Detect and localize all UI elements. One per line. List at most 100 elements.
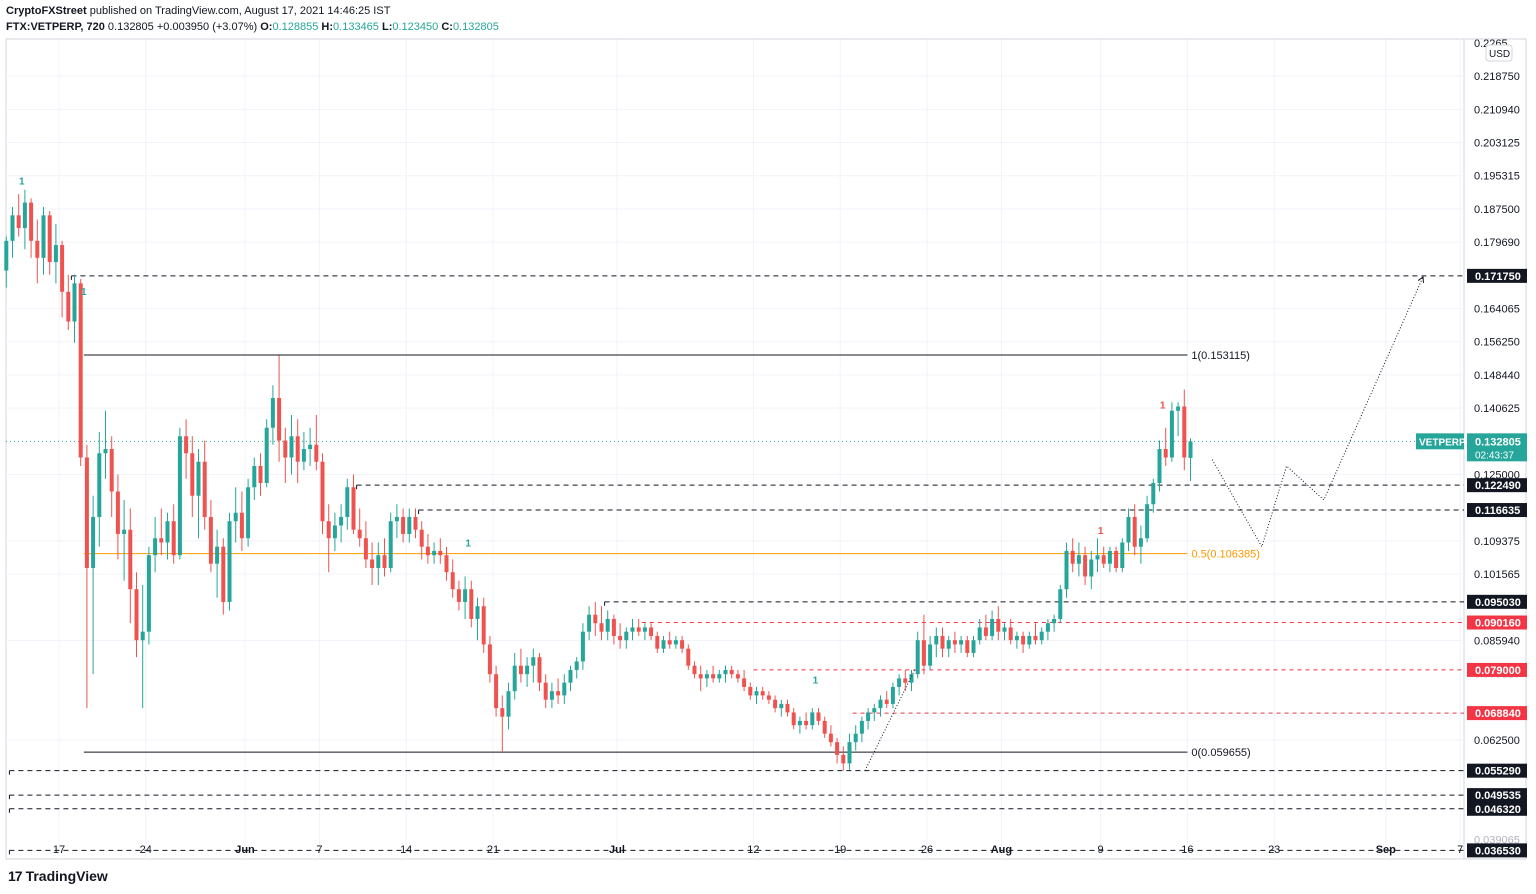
candle-body[interactable] (698, 674, 703, 679)
candle[interactable] (667, 631, 672, 649)
candle[interactable] (122, 499, 127, 581)
candle-body[interactable] (115, 491, 120, 534)
candle-body[interactable] (1058, 589, 1063, 619)
candle[interactable] (828, 725, 833, 747)
candle[interactable] (704, 669, 709, 687)
candle-body[interactable] (190, 453, 195, 496)
level-price-label-bg[interactable] (1467, 268, 1527, 283)
candle-body[interactable] (717, 674, 722, 679)
candle[interactable] (345, 478, 350, 530)
candle[interactable] (407, 508, 412, 543)
candle[interactable] (773, 695, 778, 713)
candle-body[interactable] (53, 245, 58, 263)
candle-body[interactable] (401, 516, 406, 534)
candle[interactable] (1083, 546, 1088, 585)
candle[interactable] (903, 669, 908, 692)
candle[interactable] (804, 712, 809, 730)
candle[interactable] (673, 635, 678, 649)
candle-body[interactable] (506, 691, 511, 717)
candle[interactable] (66, 274, 71, 331)
candle[interactable] (990, 610, 995, 641)
candle[interactable] (10, 206, 15, 258)
candle-body[interactable] (320, 461, 325, 522)
candle-body[interactable] (413, 516, 418, 530)
candle[interactable] (1058, 584, 1063, 624)
candle[interactable] (897, 674, 902, 696)
currency-badge[interactable] (1485, 44, 1513, 62)
candle[interactable] (1008, 618, 1013, 645)
candle[interactable] (525, 657, 530, 687)
candle[interactable] (742, 669, 747, 692)
candle[interactable] (196, 449, 201, 539)
candle[interactable] (872, 703, 877, 721)
candle-body[interactable] (91, 516, 96, 568)
candle[interactable] (977, 618, 982, 645)
candle-body[interactable] (853, 733, 858, 743)
candle-body[interactable] (4, 240, 9, 271)
candle[interactable] (221, 538, 226, 615)
candle[interactable] (184, 419, 189, 479)
candle-body[interactable] (351, 487, 356, 530)
candle[interactable] (537, 652, 542, 692)
candle-body[interactable] (146, 555, 151, 632)
candle-body[interactable] (475, 606, 480, 619)
candle[interactable] (481, 597, 486, 653)
candle-body[interactable] (748, 686, 753, 696)
candle[interactable] (698, 665, 703, 692)
candle-body[interactable] (593, 614, 598, 624)
candle[interactable] (1033, 623, 1038, 645)
candle-body[interactable] (859, 720, 864, 734)
candle[interactable] (177, 427, 182, 560)
candle[interactable] (1145, 495, 1150, 543)
candle-body[interactable] (983, 627, 988, 636)
candle[interactable] (754, 686, 759, 704)
candle-body[interactable] (531, 657, 536, 666)
candle[interactable] (425, 533, 430, 564)
candle-body[interactable] (370, 559, 375, 568)
candle-body[interactable] (47, 215, 52, 263)
candle-body[interactable] (1083, 555, 1088, 577)
candle-body[interactable] (1045, 623, 1050, 632)
level-price-label-bg[interactable] (1467, 788, 1527, 803)
candle[interactable] (711, 665, 716, 683)
candle-body[interactable] (704, 674, 709, 679)
candle-body[interactable] (847, 742, 852, 764)
candle[interactable] (1052, 614, 1057, 632)
candle-body[interactable] (1089, 559, 1094, 577)
candle-body[interactable] (1182, 406, 1187, 458)
candle-body[interactable] (587, 614, 592, 632)
candle-body[interactable] (760, 691, 765, 696)
candle-body[interactable] (804, 720, 809, 726)
candle-body[interactable] (940, 635, 945, 649)
candle[interactable] (692, 661, 697, 679)
candle[interactable] (134, 572, 139, 658)
candle-body[interactable] (866, 712, 871, 721)
candle-body[interactable] (444, 555, 449, 573)
red-level-price-label-bg[interactable] (1467, 706, 1527, 721)
candle[interactable] (103, 410, 108, 479)
candle[interactable] (611, 614, 616, 645)
candle[interactable] (915, 631, 920, 679)
candle[interactable] (835, 737, 840, 764)
candle[interactable] (1101, 546, 1106, 568)
candle-body[interactable] (16, 215, 21, 229)
candle-body[interactable] (872, 708, 877, 713)
candle[interactable] (1002, 623, 1007, 641)
candle[interactable] (376, 542, 381, 585)
candle[interactable] (971, 635, 976, 658)
candle-body[interactable] (165, 521, 170, 543)
candle-body[interactable] (239, 512, 244, 539)
candle-body[interactable] (432, 550, 437, 556)
candle-body[interactable] (1107, 550, 1112, 564)
candle[interactable] (946, 635, 951, 658)
candle-body[interactable] (35, 240, 40, 258)
candle-body[interactable] (680, 640, 685, 649)
candle-body[interactable] (512, 665, 517, 692)
candle-body[interactable] (215, 546, 220, 564)
candle[interactable] (308, 427, 313, 466)
candle-body[interactable] (1076, 555, 1081, 564)
candle[interactable] (270, 385, 275, 445)
candle-body[interactable] (438, 550, 443, 556)
candle-body[interactable] (357, 529, 362, 539)
candle-body[interactable] (816, 712, 821, 721)
